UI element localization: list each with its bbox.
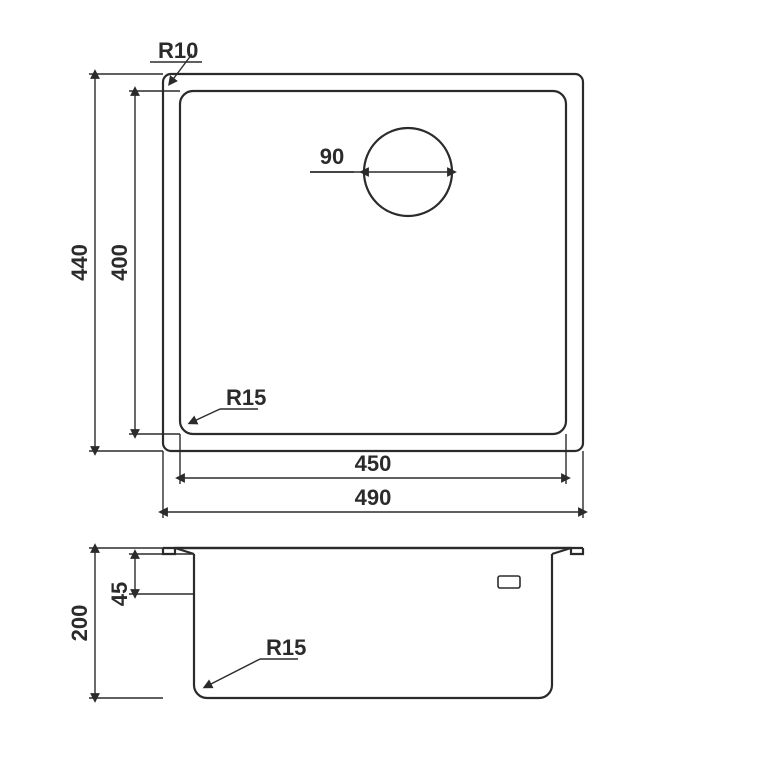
- svg-text:R10: R10: [158, 38, 198, 63]
- svg-text:440: 440: [67, 244, 92, 281]
- sink-technical-drawing: R10 R15 90 440 400 450 490 R15 200 45: [0, 0, 768, 768]
- svg-text:200: 200: [67, 605, 92, 642]
- svg-text:400: 400: [107, 244, 132, 281]
- svg-text:90: 90: [320, 144, 344, 169]
- svg-text:450: 450: [355, 451, 392, 476]
- svg-text:R15: R15: [226, 385, 266, 410]
- svg-text:490: 490: [355, 485, 392, 510]
- svg-text:R15: R15: [266, 635, 306, 660]
- svg-text:45: 45: [107, 582, 132, 606]
